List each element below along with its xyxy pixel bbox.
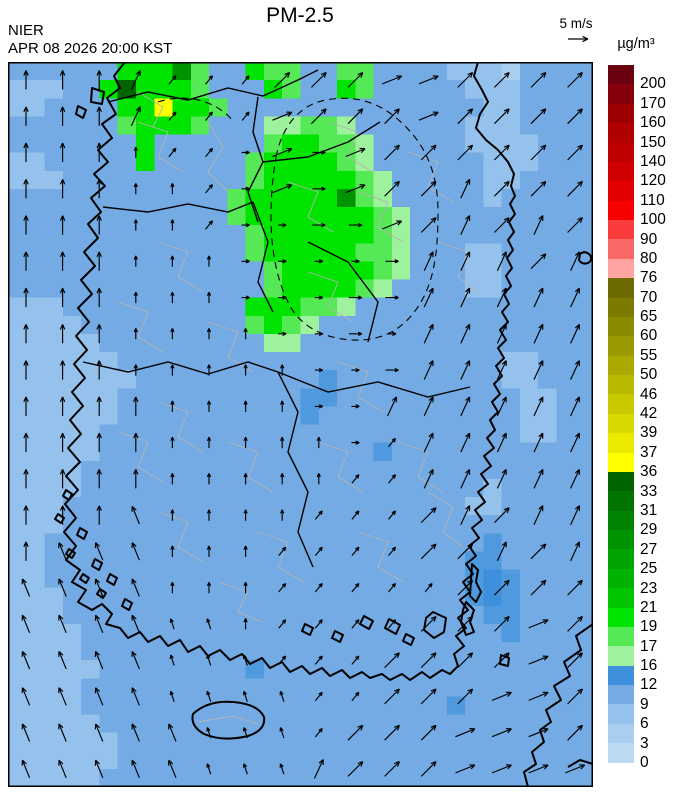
colorbar-tick-label: 16 <box>640 657 658 675</box>
county-borders <box>117 91 479 725</box>
colorbar-segment <box>608 452 634 472</box>
colorbar-tick-label: 21 <box>640 598 658 616</box>
colorbar-tick-label: 50 <box>640 366 658 384</box>
colorbar-segment <box>608 394 634 414</box>
colorbar-tick-label: 100 <box>640 211 666 229</box>
colorbar-tick-label: 46 <box>640 385 658 403</box>
colorbar-tick-label: 80 <box>640 249 658 267</box>
colorbar-segment <box>608 220 634 240</box>
colorbar-segment <box>608 123 634 143</box>
colorbar-tick-label: 60 <box>640 327 658 345</box>
colorbar-labels: 200 170 160 150 140 120 110 100 90 80 76 70 65 60 55 50… <box>640 65 673 771</box>
colorbar-segment <box>608 239 634 259</box>
colorbar-tick-label: 6 <box>640 715 649 733</box>
colorbar-segment <box>608 413 634 434</box>
colorbar-segment <box>608 665 634 685</box>
header-left: NIER APR 08 2026 20:00 KST <box>8 22 172 58</box>
colorbar-segment <box>608 433 634 453</box>
colorbar-tick-label: 70 <box>640 288 658 306</box>
colorbar-segment <box>608 491 634 511</box>
colorbar-tick-label: 200 <box>640 75 666 93</box>
colorbar-segment <box>608 84 634 104</box>
colorbar-segment <box>608 278 634 298</box>
wind-speed-legend-label: 5 m/s <box>559 16 593 31</box>
colorbar-segment <box>608 549 634 569</box>
map-border <box>8 62 593 787</box>
colorbar-tick-label: 55 <box>640 346 658 364</box>
colorbar-segment <box>608 316 634 337</box>
colorbar-tick-label: 3 <box>640 734 649 752</box>
colorbar-segment <box>608 471 634 492</box>
coastline <box>54 62 593 787</box>
colorbar-segment <box>608 103 634 124</box>
colorbar-segment <box>608 626 634 647</box>
colorbar-tick-label: 9 <box>640 695 649 713</box>
colorbar-tick-label: 19 <box>640 618 658 636</box>
colorbar-tick-label: 25 <box>640 560 658 578</box>
page-title: PM-2.5 <box>266 4 334 27</box>
colorbar-tick-label: 36 <box>640 463 658 481</box>
colorbar-segment <box>608 704 634 724</box>
colorbar-tick-label: 33 <box>640 482 658 500</box>
colorbar-segment <box>608 607 634 627</box>
colorbar-segment <box>608 568 634 589</box>
colorbar-tick-label: 17 <box>640 637 658 655</box>
agency-label: NIER <box>8 22 44 39</box>
unit-label: µg/m³ <box>617 36 655 52</box>
colorbar-segment <box>608 723 634 744</box>
colorbar-segment <box>608 588 634 608</box>
wind-vector-field <box>21 70 586 779</box>
colorbar-segment <box>608 685 634 705</box>
colorbar-tick-label: 42 <box>640 405 658 422</box>
colorbar-segment <box>608 355 634 375</box>
colorbar-segment <box>608 200 634 220</box>
colorbar-tick-label: 29 <box>640 521 658 539</box>
wind-legend-arrow-icon <box>568 35 589 43</box>
colorbar-tick-label: 39 <box>640 424 658 442</box>
colorbar-segment <box>608 336 634 356</box>
colorbar-segment <box>608 142 634 162</box>
colorbar-segment <box>608 375 634 395</box>
colorbar-segment <box>608 646 634 666</box>
colorbar-tick-label: 65 <box>640 308 658 326</box>
colorbar-tick-label: 160 <box>640 114 666 132</box>
colorbar-tick-label: 0 <box>640 754 649 771</box>
colorbar <box>608 65 634 763</box>
concentration-contour-dashed <box>157 97 439 341</box>
colorbar-tick-label: 31 <box>640 501 658 519</box>
province-borders <box>82 69 471 568</box>
colorbar-segment <box>608 530 634 550</box>
colorbar-segment <box>608 258 634 279</box>
colorbar-segment <box>608 297 634 317</box>
colorbar-segment <box>608 181 634 201</box>
colorbar-segment <box>608 510 634 530</box>
colorbar-tick-label: 150 <box>640 133 666 151</box>
datetime-label: APR 08 2026 20:00 KST <box>8 40 173 57</box>
colorbar-segment <box>608 161 634 182</box>
colorbar-tick-label: 120 <box>640 172 666 190</box>
pm25-map <box>8 62 593 787</box>
colorbar-tick-label: 90 <box>640 230 658 248</box>
colorbar-tick-label: 23 <box>640 579 658 597</box>
colorbar-tick-label: 27 <box>640 540 658 558</box>
colorbar-tick-label: 170 <box>640 94 666 112</box>
colorbar-segment <box>608 743 634 763</box>
colorbar-segment <box>608 65 634 85</box>
colorbar-tick-label: 12 <box>640 676 658 694</box>
colorbar-tick-label: 110 <box>640 191 665 209</box>
colorbar-tick-label: 140 <box>640 152 666 170</box>
colorbar-tick-label: 76 <box>640 269 658 287</box>
colorbar-tick-label: 37 <box>640 443 658 461</box>
pm25-raster-cells <box>8 62 593 787</box>
